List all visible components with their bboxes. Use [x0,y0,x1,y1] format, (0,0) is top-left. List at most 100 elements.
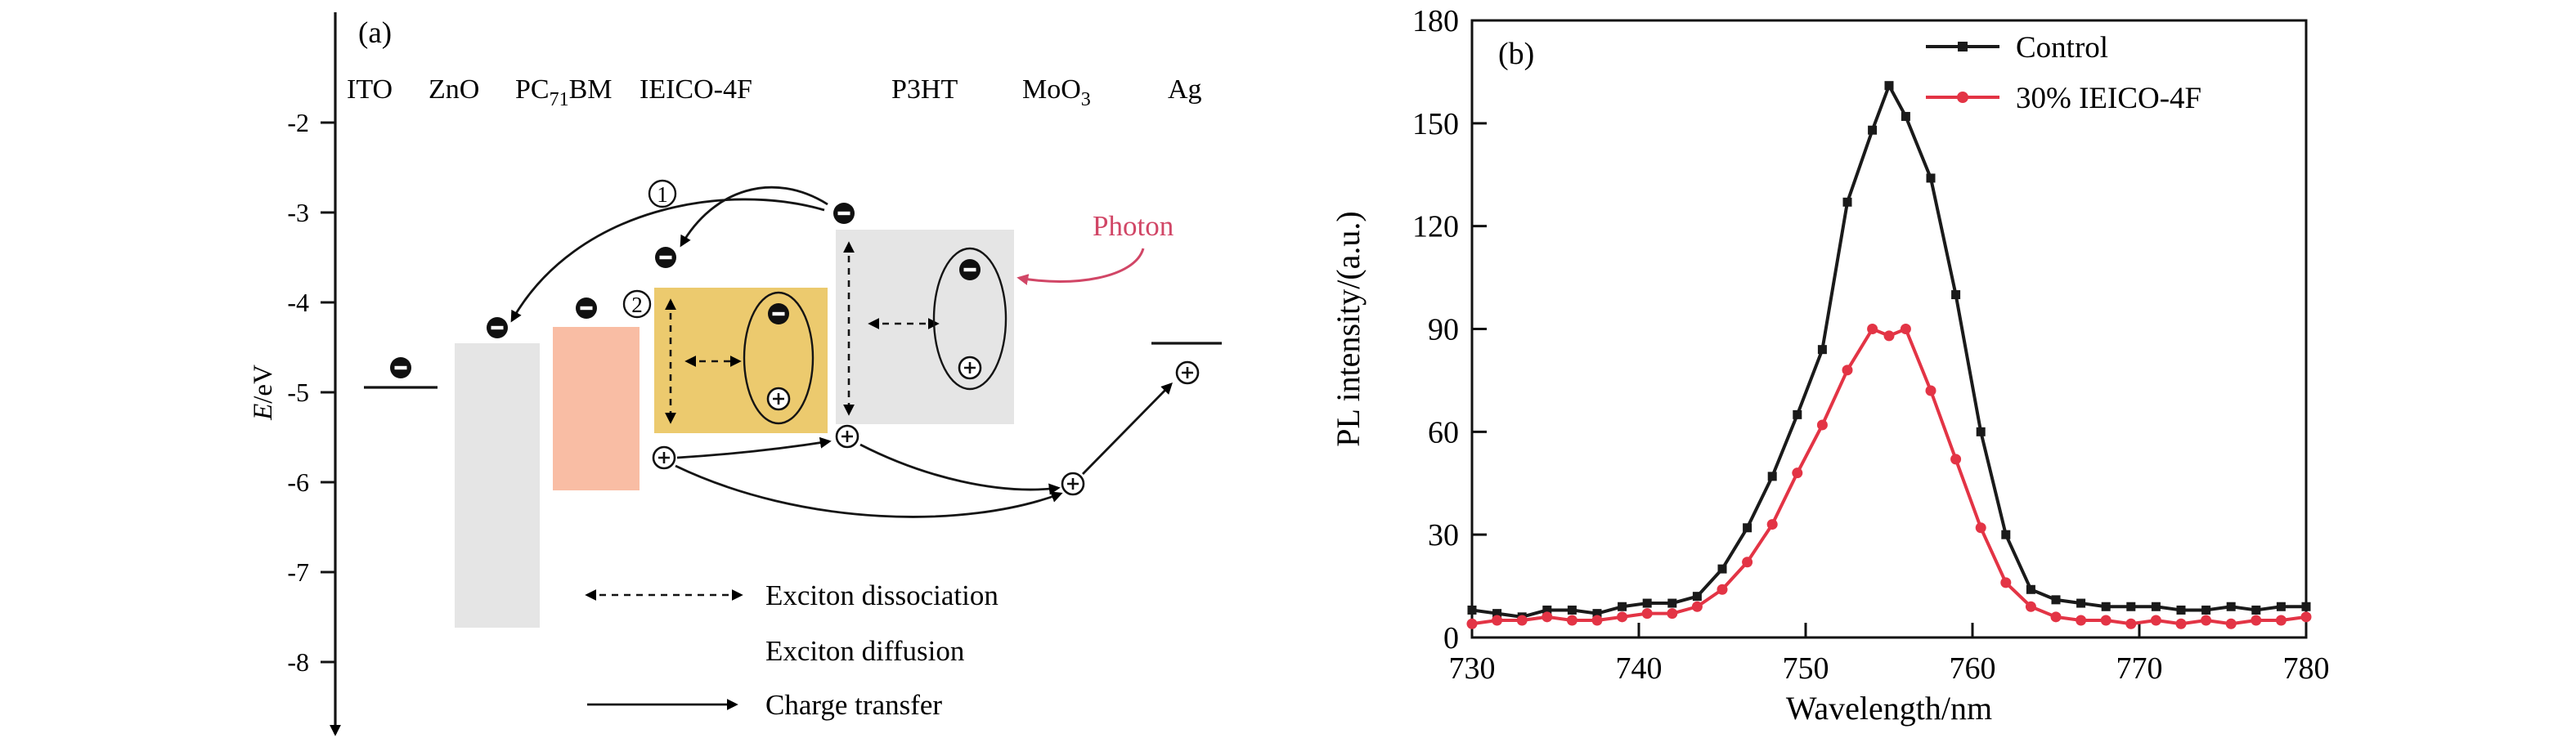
data-point-square [1492,609,1502,619]
legend-label-0: Control [2016,31,2108,65]
zno-energy-box [455,343,540,628]
data-point-square [1793,409,1802,419]
energy-tick-label: -2 [287,108,309,137]
material-label: Ag [1168,74,1202,105]
data-point-square [2176,605,2186,615]
data-point-square [1567,605,1577,615]
material-label: ZnO [429,74,479,105]
data-point-circle [2300,611,2312,623]
data-point-circle [1950,454,1962,465]
photon-arrow [1016,248,1145,285]
pc71bm-energy-box [553,327,640,490]
data-point-circle [2150,615,2161,626]
data-point-circle [2275,615,2287,626]
material-labels: ITO ZnO PC71BM IEICO-4F P3HT MoO3 Ag [347,74,1202,110]
data-point-circle [2125,618,2137,629]
hole-icon [1061,472,1085,496]
material-label: ITO [347,74,393,105]
energy-tick-label: -8 [287,647,309,677]
data-point-square [2151,602,2161,611]
hole-icon [1175,360,1200,385]
data-point-square [2101,602,2111,611]
data-point-square [1692,592,1702,602]
data-point-circle [1566,615,1577,626]
data-point-square [2051,595,2061,605]
data-point-circle [1883,330,1895,342]
y-tick-label: 90 [1428,313,1459,347]
photon-label: Photon [1093,210,1174,242]
electron-icon [390,357,411,378]
data-point-square [1467,605,1477,615]
y-tick-label: 180 [1412,4,1459,38]
data-point-square [1884,81,1894,91]
data-point-square [1926,173,1936,183]
material-label: MoO3 [1022,74,1091,110]
x-axis-label: Wavelength/nm [1786,690,1992,727]
data-point-circle [1542,611,1553,623]
step-2-circle [622,289,652,319]
data-point-square [2226,602,2236,611]
electron-icon [959,259,981,280]
data-point-square [1901,111,1910,121]
data-point-square [2076,598,2086,608]
data-point-square [2251,605,2261,615]
data-point-circle [1591,615,1603,626]
pl-chart: 0 30 60 90 120 150 180 730 740 750 760 770 780 Wavele… [1330,4,2330,727]
data-point-circle [2175,618,2187,629]
step-1-number: 1 [657,182,668,207]
energy-tick-label: -7 [287,557,309,587]
energy-diagram-panel: -2 -3 -4 -5 -6 -7 -8 E/eV (a) ITO ZnO PC71BM IEIC… [249,12,1222,736]
data-point-square [1817,345,1827,355]
data-point-circle [2201,615,2212,626]
hole-transfer-arrow-1 [676,436,832,459]
hole-transfer-arrow-4 [1082,382,1173,475]
data-point-circle [1842,365,1853,376]
data-point-square [1842,197,1852,207]
legend-exciton-dissociation-label: Exciton dissociation [765,579,999,611]
data-point-circle [1667,608,1678,620]
energy-tick-label: -5 [287,378,309,407]
p3ht-energy-box [836,230,1014,424]
exciton-ellipse-p3ht [932,247,1008,391]
data-point-square [1743,523,1752,533]
material-label: PC71BM [515,74,613,110]
panel-b-label: (b) [1498,37,1534,71]
step-2-number: 2 [631,293,643,317]
data-point-square [2126,602,2136,611]
y-axis-label: PL intensity/(a.u.) [1330,211,1367,446]
data-point-circle [1492,615,1503,626]
x-tick-label: 780 [2283,651,2330,686]
energy-axis-label: E/eV [249,365,278,421]
data-point-circle [1975,522,1986,534]
data-point-circle [1867,324,1878,334]
data-point-circle [1466,618,1478,629]
x-tick-label: 740 [1616,651,1663,686]
data-point-square [2201,605,2211,615]
legend-label-1: 30% IEICO-4F [2016,82,2201,115]
data-point-square [1592,609,1602,619]
series-line-1 [1471,327,2307,626]
data-point-circle [2225,618,2237,629]
data-point-circle [1717,584,1728,595]
data-point-square [1542,605,1552,615]
data-point-circle [2025,601,2036,612]
data-point-circle [1516,615,1528,626]
y-tick-label: 150 [1412,107,1459,141]
legend-marker-square [1958,42,1968,51]
energy-tick-label: -6 [287,467,309,497]
data-point-circle [2076,615,2087,626]
hole-transfer-arrow-2 [859,443,1061,495]
charge-transfer-arrow-1 [680,186,828,248]
electron-icon [487,317,508,338]
hole-icon [958,356,982,380]
pl-spectra-panel: (b) 0 30 60 90 120 150 180 730 740 750 760 770 780 Wa… [1330,4,2330,727]
step-1-marker: 1 [648,179,677,208]
data-point-square [2001,530,2011,539]
data-point-circle [1925,385,1936,396]
energy-tick-label: -4 [287,288,309,317]
data-point-square [1667,598,1677,608]
legend-marker-circle [1957,92,1968,103]
electron-icon [576,297,597,319]
y-tick-label: 60 [1428,415,1459,450]
legend-exciton-diffusion-label: Exciton diffusion [765,635,964,667]
